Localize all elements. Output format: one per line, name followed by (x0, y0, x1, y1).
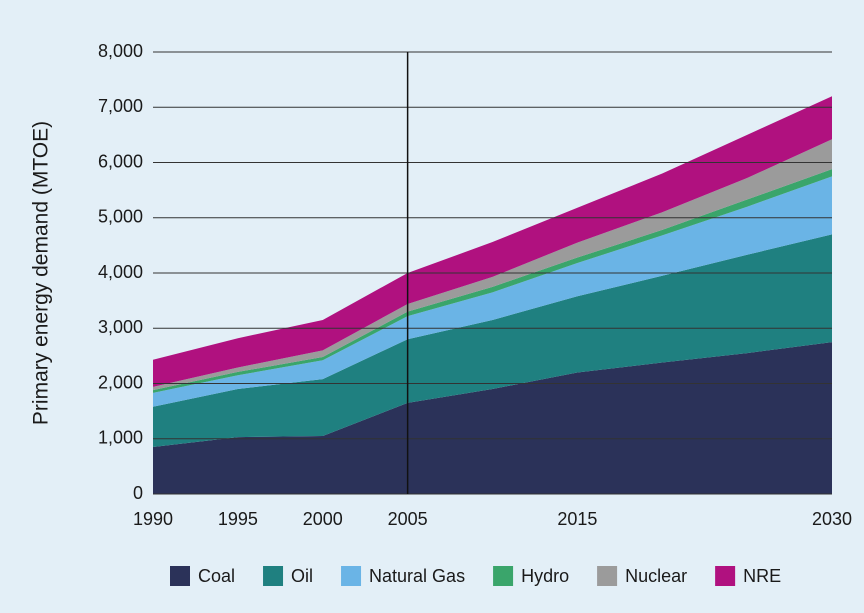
y-tick-label: 4,000 (98, 262, 143, 282)
legend-swatch (263, 566, 284, 586)
y-tick-label: 6,000 (98, 151, 143, 171)
y-tick-label: 3,000 (98, 317, 143, 337)
legend-label: Coal (198, 566, 235, 586)
area (153, 234, 832, 448)
legend-label: Oil (291, 566, 313, 586)
legend-label: NRE (743, 566, 781, 586)
x-tick-label: 2000 (303, 509, 343, 529)
y-tick-label: 8,000 (98, 41, 143, 61)
legend-label: Hydro (521, 566, 569, 586)
y-axis-label: Primary energy demand (MTOE) (30, 121, 53, 425)
legend-label: Nuclear (625, 566, 687, 586)
legend-label: Natural Gas (369, 566, 465, 586)
legend-swatch (170, 566, 190, 586)
x-tick-label: 2030 (812, 509, 852, 529)
y-tick-label: 2,000 (98, 372, 143, 392)
legend-swatch (715, 566, 736, 586)
area (153, 96, 832, 387)
y-tick-label: 1,000 (98, 428, 143, 448)
legend-swatch (597, 566, 618, 586)
x-tick-label: 2005 (388, 509, 428, 529)
legend-swatch (493, 566, 514, 586)
x-tick-label: 1990 (133, 509, 173, 529)
x-tick-label: 2015 (557, 509, 597, 529)
x-tick-label: 1995 (218, 509, 258, 529)
area (153, 342, 832, 494)
y-tick-label: 0 (133, 483, 143, 503)
y-tick-label: 5,000 (98, 207, 143, 227)
y-tick-label: 7,000 (98, 96, 143, 116)
legend-swatch (341, 566, 362, 586)
